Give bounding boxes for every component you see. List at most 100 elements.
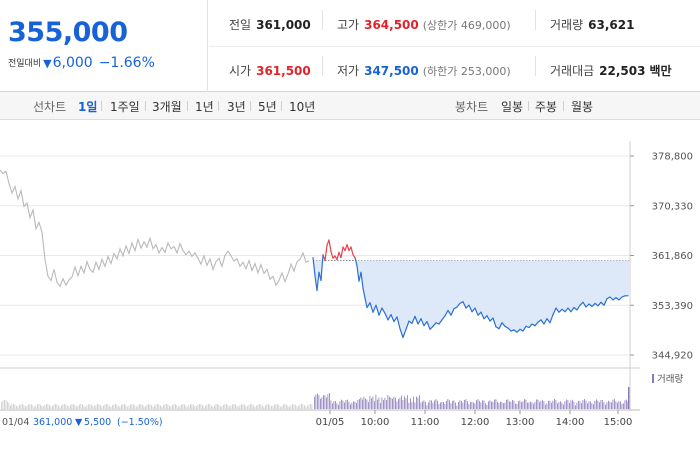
volume-bar <box>172 404 173 409</box>
volume-bar <box>215 404 217 409</box>
x-tick-label: 11:00 <box>411 417 440 428</box>
volume-bar <box>62 404 64 409</box>
volume-bar <box>128 405 130 409</box>
price-segment-down <box>597 301 602 307</box>
volume-bar <box>32 405 34 409</box>
volume-bar <box>311 404 313 409</box>
volume-bar <box>5 400 7 409</box>
volume-bar <box>77 405 79 409</box>
x-axis-ticks: 01/05 10:00 11:00 12:00 13:00 14:00 15:00 <box>316 410 632 428</box>
volume-bar <box>614 399 615 409</box>
candle-daily[interactable]: 일봉 <box>501 100 524 114</box>
volume-bar <box>347 399 348 409</box>
period-1w[interactable]: 1주일 <box>110 100 140 114</box>
candle-chart-label: 봉차트 <box>455 100 489 114</box>
volume-bar <box>292 404 293 409</box>
volume-bar <box>67 405 68 409</box>
volume-bar <box>549 400 551 409</box>
price-fill-area <box>313 260 630 338</box>
price-segment-down <box>362 287 366 299</box>
price-segment-down <box>420 318 425 327</box>
volume-bar <box>459 400 461 409</box>
y-axis-ticks: 378,800 370,330 361,860 353,390 344,920 <box>630 152 693 362</box>
volume-bar <box>330 400 332 409</box>
volume-bar <box>296 406 298 409</box>
volume-bar <box>548 400 549 409</box>
volume-bar <box>617 402 618 409</box>
candle-weekly[interactable]: 주봉 <box>535 100 558 114</box>
volume-bar <box>399 397 401 409</box>
price-segment-down <box>585 303 590 308</box>
volume-bar <box>357 399 359 409</box>
price-segment-up <box>346 244 350 252</box>
volume-bar <box>593 404 594 409</box>
volume-bar <box>437 400 438 409</box>
x-tick-label: 14:00 <box>556 417 585 428</box>
volume-bar <box>483 400 485 409</box>
divider <box>101 101 102 111</box>
volume-bar <box>190 404 191 409</box>
period-5y[interactable]: 5년 <box>258 100 277 114</box>
change-value: 6,000 <box>52 55 93 71</box>
volume-bar <box>519 400 521 409</box>
volume-bar <box>187 406 188 409</box>
price-segment-down <box>477 311 482 316</box>
volume-bar <box>627 401 629 409</box>
volume-bar <box>398 399 399 409</box>
volume-bar <box>365 398 366 409</box>
price-segment-down <box>549 314 554 324</box>
line-chart-label: 선차트 <box>33 100 67 114</box>
period-10y[interactable]: 10년 <box>289 100 316 114</box>
volume-bar <box>199 404 200 409</box>
price-segment-down <box>462 301 467 309</box>
volume-bar <box>308 404 310 409</box>
volume-bar <box>50 406 52 409</box>
volume-bar <box>122 404 124 409</box>
volume-bar <box>25 406 26 409</box>
volume-bar <box>35 405 37 409</box>
price-segment-down <box>423 321 428 327</box>
period-1y[interactable]: 1년 <box>195 100 214 114</box>
price-segment-down <box>534 321 539 327</box>
volume-bar <box>608 400 609 409</box>
volume-bar <box>104 404 106 409</box>
y-tick-label: 353,390 <box>652 301 693 312</box>
volume-bar <box>148 404 149 409</box>
volume-bar <box>603 402 605 409</box>
candle-monthly[interactable]: 월봉 <box>571 100 594 114</box>
volume-bar <box>181 404 182 409</box>
price-segment-up <box>344 244 348 252</box>
volume-bar <box>380 403 381 409</box>
volume-bar <box>384 397 386 409</box>
volume-bar <box>530 401 531 409</box>
volume-bar <box>275 404 277 409</box>
change-row: 전일대비 ▼6,000 −1.66% <box>8 55 155 71</box>
volume-bar <box>612 399 614 409</box>
period-3y[interactable]: 3년 <box>227 100 246 114</box>
price-segment-down <box>316 271 320 292</box>
volume-bar <box>76 406 77 409</box>
volume-bar <box>286 404 287 409</box>
price-segment-down <box>468 304 473 313</box>
price-segment-down <box>582 301 587 308</box>
price-segment-up <box>324 244 328 262</box>
volume-bar <box>302 404 304 409</box>
prev-day-close: 361,000 <box>33 417 72 428</box>
price-segment-down <box>501 322 506 327</box>
price-chart[interactable]: 378,800 370,330 361,860 353,390 344,920 01/0… <box>0 121 700 450</box>
volume-bar <box>482 400 483 409</box>
period-1d[interactable]: 1일 <box>78 100 98 114</box>
period-3m[interactable]: 3개월 <box>152 100 182 114</box>
quote-summary: 355,000 전일대비 ▼6,000 −1.66% 전일 361,000 고가 364… <box>0 0 700 92</box>
volume-bar <box>618 401 620 409</box>
volume-bar <box>575 405 576 409</box>
volume-bar <box>164 404 166 409</box>
volume-bar <box>542 399 543 409</box>
volume-bar <box>326 397 327 409</box>
volume-bar <box>582 400 584 409</box>
volume-bar <box>363 396 365 409</box>
volume-bar <box>70 404 71 409</box>
volume-bar <box>307 405 308 409</box>
volume-bar <box>485 403 486 409</box>
volume-bar <box>354 401 356 409</box>
